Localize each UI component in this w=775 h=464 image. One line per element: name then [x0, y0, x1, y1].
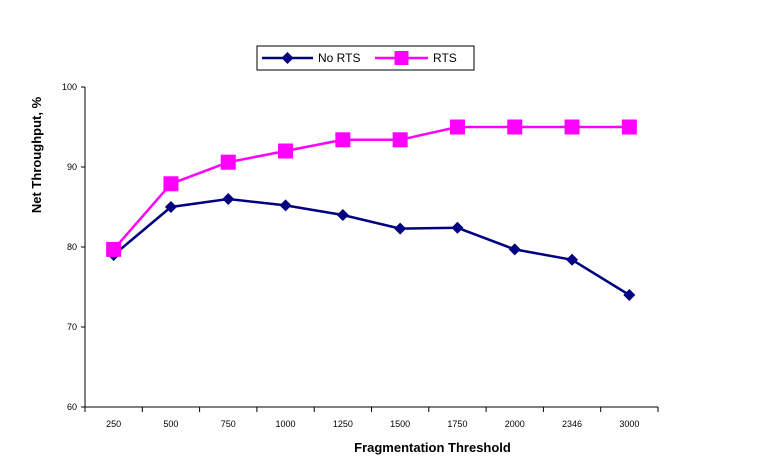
- legend-entry: RTS: [375, 51, 457, 65]
- y-tick-label: 70: [67, 322, 77, 332]
- x-tick-label: 250: [106, 419, 121, 429]
- x-axis-ticks: 250 500 750 1000 1250 1500 1750 2000 2346 3000: [84, 407, 659, 429]
- x-tick-label: 1500: [390, 419, 410, 429]
- legend-marker-square: [394, 51, 409, 65]
- y-tick-label: 80: [67, 242, 77, 252]
- legend-label: RTS: [433, 51, 457, 65]
- series-line: [112, 197, 631, 297]
- series-layer: [106, 119, 637, 301]
- legend-entry: No RTS: [262, 51, 360, 65]
- data-point-diamond: [508, 243, 521, 256]
- data-point-diamond: [279, 199, 292, 212]
- data-point-square: [220, 154, 236, 170]
- data-point-square: [392, 132, 408, 148]
- y-tick-label: 60: [67, 402, 77, 412]
- series-rts: [106, 119, 637, 257]
- data-point-square: [449, 119, 465, 135]
- x-tick-label: 1250: [333, 419, 353, 429]
- x-tick-label: 3000: [619, 419, 639, 429]
- x-tick-label: 750: [221, 419, 236, 429]
- data-point-diamond: [336, 209, 349, 221]
- legend-marker-diamond: [281, 52, 294, 64]
- y-tick-label: 100: [62, 82, 77, 92]
- x-tick-label: 2000: [505, 419, 525, 429]
- data-point-square: [335, 132, 351, 148]
- data-point-diamond: [566, 253, 579, 266]
- data-point-square: [564, 119, 580, 135]
- data-point-diamond: [222, 193, 235, 205]
- data-point-diamond: [451, 221, 464, 234]
- data-point-diamond: [164, 201, 177, 213]
- series-no-rts: [107, 193, 636, 301]
- data-point-square: [278, 143, 294, 159]
- x-tick-label: 500: [163, 419, 178, 429]
- data-point-square: [621, 119, 637, 135]
- y-axis-title: Net Throughput, %: [29, 96, 44, 213]
- y-axis-ticks: 60 70 80 90 100: [62, 82, 85, 412]
- data-point-diamond: [623, 289, 636, 301]
- x-tick-label: 2346: [562, 419, 582, 429]
- legend: No RTS RTS: [256, 45, 475, 71]
- y-tick-label: 90: [67, 162, 77, 172]
- data-point-square: [163, 176, 179, 192]
- x-tick-label: 1000: [276, 419, 296, 429]
- x-axis-title: Fragmentation Threshold: [354, 440, 511, 455]
- x-tick-label: 1750: [447, 419, 467, 429]
- legend-label: No RTS: [318, 51, 360, 65]
- data-point-square: [106, 241, 122, 257]
- series-line: [112, 125, 630, 251]
- data-point-diamond: [394, 222, 407, 235]
- data-point-square: [507, 119, 523, 135]
